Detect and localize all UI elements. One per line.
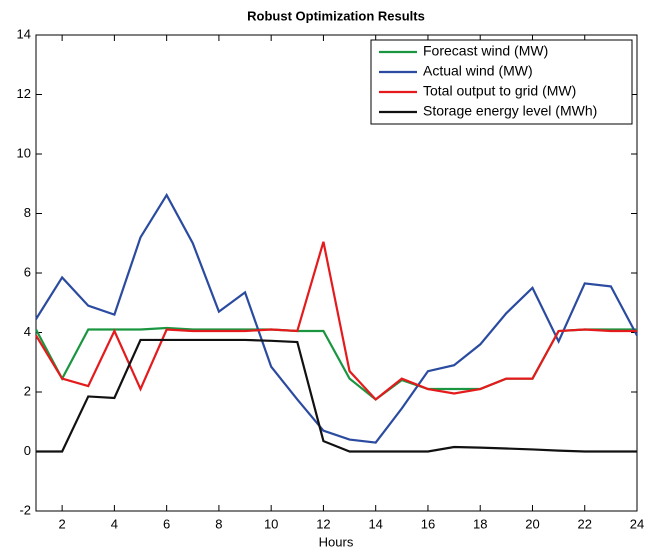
y-tick-label: 0	[24, 443, 31, 458]
y-tick-label: -2	[19, 502, 31, 517]
series-line	[35, 241, 637, 401]
chart-title: Robust Optimization Results	[247, 8, 425, 23]
series-line	[35, 326, 637, 401]
y-tick-label: 8	[24, 205, 31, 220]
y-tick-label: 12	[17, 86, 31, 101]
legend-label: Storage energy level (MWh)	[423, 103, 597, 119]
y-tick-label: 14	[17, 26, 31, 41]
series-line	[36, 338, 637, 453]
legend-label: Total output to grid (MW)	[423, 83, 576, 99]
x-tick-label: 6	[163, 516, 170, 531]
x-tick-label: 16	[421, 516, 435, 531]
plot-frame	[35, 34, 638, 512]
y-tick-label: 6	[24, 264, 31, 279]
x-tick-label: 10	[264, 516, 278, 531]
x-tick-label: 8	[215, 516, 222, 531]
y-tick-label: 4	[24, 324, 31, 339]
x-tick-label: 2	[59, 516, 66, 531]
legend-label: Actual wind (MW)	[423, 63, 533, 79]
x-tick-label: 20	[525, 516, 539, 531]
x-tick-label: 12	[316, 516, 330, 531]
x-tick-label: 24	[630, 516, 644, 531]
series-line	[35, 192, 638, 444]
y-tick-label: 2	[24, 383, 31, 398]
x-tick-label: 18	[473, 516, 487, 531]
legend-label: Forecast wind (MW)	[423, 43, 548, 59]
x-tick-label: 22	[578, 516, 592, 531]
legend-box	[370, 39, 633, 125]
x-tick-label: 14	[368, 516, 382, 531]
y-tick-label: 10	[17, 145, 31, 160]
x-axis-label: Hours	[319, 534, 354, 549]
x-tick-label: 4	[111, 516, 118, 531]
